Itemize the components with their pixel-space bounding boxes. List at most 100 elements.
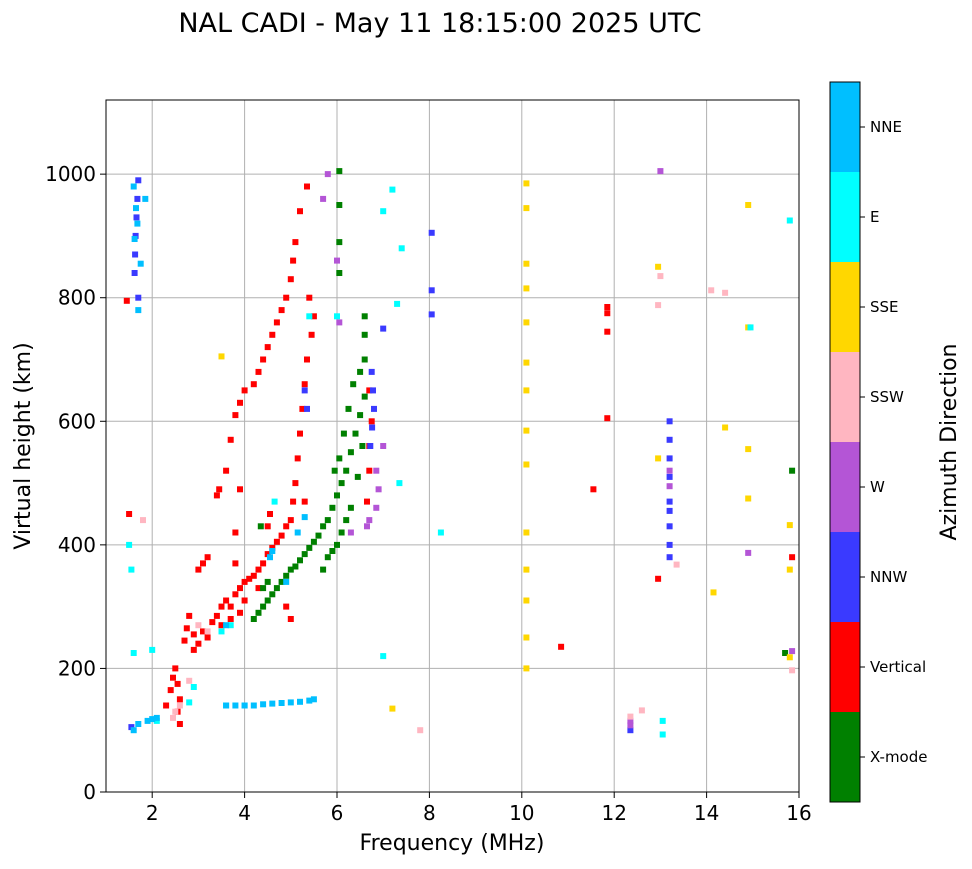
x-tick-label: 8 [423, 801, 436, 825]
data-point [437, 529, 444, 536]
data-point [523, 634, 530, 641]
data-point [523, 180, 530, 187]
data-point [273, 319, 280, 326]
data-point [237, 609, 243, 616]
data-point [176, 721, 183, 727]
data-point [250, 702, 257, 709]
colorbar: X-mode Vertical NNW W SSW SSE E NNE [829, 81, 927, 803]
data-point [666, 436, 673, 443]
data-point [283, 603, 290, 610]
data-point [297, 557, 303, 564]
data-point [172, 708, 179, 715]
data-point [350, 381, 357, 388]
data-point [343, 517, 350, 524]
data-point [186, 699, 193, 706]
data-point [747, 324, 754, 331]
data-point [200, 628, 206, 635]
data-point [310, 538, 317, 545]
data-point [366, 517, 373, 524]
data-point [290, 498, 297, 505]
series-ssw [140, 273, 796, 734]
x-tick-label: 12 [601, 801, 626, 825]
data-point [287, 517, 294, 524]
data-point [673, 561, 680, 568]
data-point [133, 214, 140, 221]
x-tick-label: 4 [238, 801, 251, 825]
x-tick-label: 2 [146, 801, 159, 825]
data-point [130, 650, 137, 656]
colorbar-label: Azimuth Direction [937, 343, 962, 540]
data-point [655, 263, 662, 270]
data-point [338, 480, 345, 487]
data-point [357, 368, 364, 375]
data-point [417, 727, 424, 734]
data-point [287, 276, 294, 283]
colorbar-tick-label: SSE [870, 298, 899, 316]
data-point [789, 667, 796, 674]
data-point [213, 612, 220, 619]
data-point [380, 653, 387, 660]
colorbar-segment [830, 82, 860, 172]
data-point [223, 467, 230, 474]
data-point [745, 446, 752, 453]
data-point [269, 591, 276, 598]
colorbar-tick-label: NNW [870, 568, 907, 586]
chart-title: NAL CADI - May 11 18:15:00 2025 UTC [178, 8, 701, 39]
data-point [428, 229, 435, 236]
data-point [336, 239, 343, 246]
data-point [297, 208, 303, 215]
data-point [297, 430, 303, 437]
data-point [308, 331, 315, 338]
colorbar-segment [830, 442, 860, 532]
data-point [241, 597, 248, 604]
data-point [710, 589, 717, 596]
data-point [241, 702, 248, 709]
data-point [373, 504, 380, 511]
data-point [590, 486, 597, 493]
data-point [786, 566, 793, 573]
data-point [183, 625, 190, 632]
data-point [338, 529, 345, 536]
data-point [306, 544, 313, 551]
data-point [315, 532, 322, 539]
data-point [320, 566, 327, 573]
data-point [269, 700, 276, 707]
data-point [306, 697, 313, 704]
data-point [352, 430, 359, 437]
data-point [123, 297, 130, 304]
data-point [163, 702, 170, 709]
data-point [659, 717, 666, 724]
data-points [123, 168, 796, 738]
data-point [294, 529, 301, 536]
data-point [604, 415, 611, 422]
data-point [287, 616, 294, 622]
data-point [237, 486, 243, 493]
data-point [140, 517, 146, 524]
data-point [666, 483, 673, 490]
data-point [336, 455, 343, 462]
data-point [213, 492, 220, 499]
data-point [130, 727, 137, 734]
data-point [200, 560, 206, 567]
data-point [190, 631, 197, 638]
data-point [343, 467, 350, 474]
data-point [135, 294, 142, 301]
data-point [260, 560, 267, 567]
data-point [176, 696, 183, 703]
data-point [301, 387, 308, 394]
data-point [347, 529, 354, 536]
data-point [237, 585, 243, 592]
data-point [666, 467, 673, 474]
data-point [264, 344, 271, 351]
data-point [292, 563, 299, 570]
data-point [264, 523, 271, 530]
data-point [361, 313, 368, 320]
data-point [223, 597, 230, 604]
data-point [310, 696, 317, 703]
data-point [745, 549, 752, 556]
colorbar-segment [830, 712, 860, 802]
data-point [131, 270, 138, 276]
colorbar-tick-label: NNE [870, 118, 902, 136]
data-point [523, 359, 530, 366]
y-tick-label: 800 [58, 286, 96, 310]
